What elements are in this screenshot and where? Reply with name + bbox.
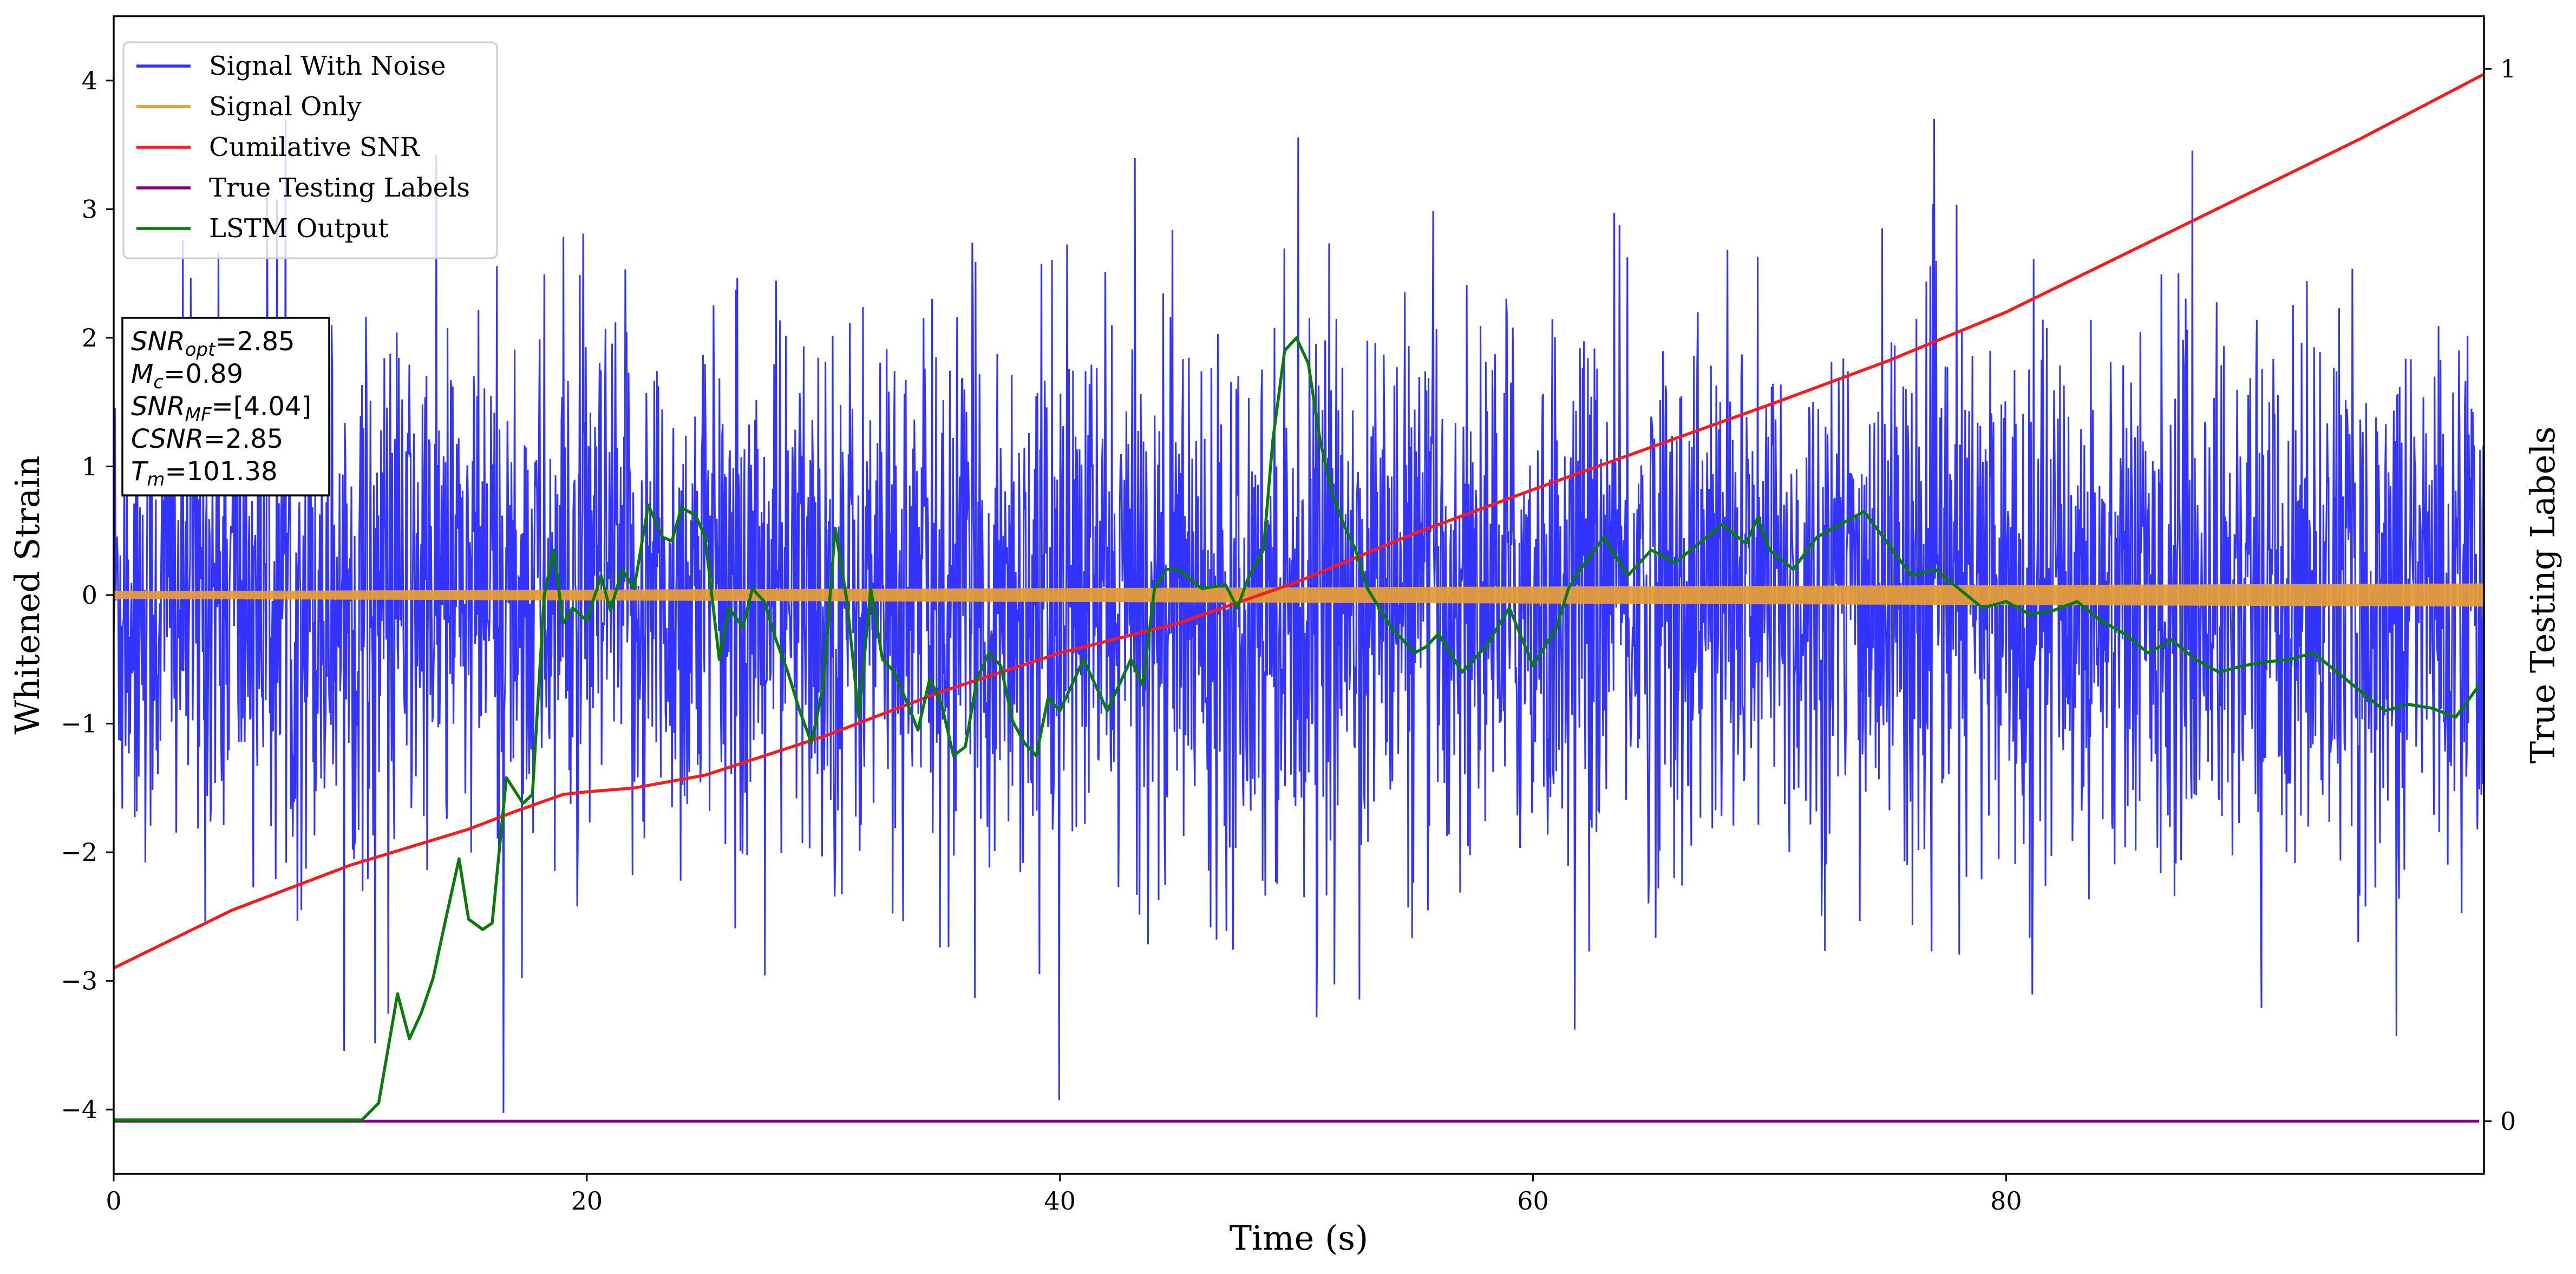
y-tick-label: 3	[82, 194, 97, 224]
right-y-axis-title: True Testing Labels	[2523, 427, 2562, 764]
x-tick-label: 60	[1517, 1186, 1549, 1216]
plot-area	[114, 73, 2484, 1123]
series-band-signal-only	[114, 583, 2484, 607]
info-line: SNRopt=2.85	[131, 326, 295, 361]
y-tick-label: 0	[82, 580, 97, 610]
y-tick-label: −3	[61, 966, 97, 996]
legend-frame	[122, 41, 498, 259]
y-tick-label: 2	[82, 323, 97, 352]
legend-label: Signal Only	[209, 92, 362, 122]
legend-label: True Testing Labels	[209, 173, 470, 203]
legend-label: Signal With Noise	[209, 51, 446, 81]
info-line: SNRMF=[4.04]	[131, 391, 311, 426]
legend-label: LSTM Output	[209, 213, 389, 244]
x-tick-label: 20	[571, 1186, 603, 1216]
right-y-tick-label: 1	[2500, 54, 2516, 83]
x-tick-label: 40	[1044, 1186, 1076, 1216]
series-line-cumilative-snr	[114, 73, 2484, 970]
y-tick-label: −2	[61, 838, 97, 867]
legend: Signal With Noise Signal Only Cumilative S…	[122, 41, 498, 259]
info-line: CSNR=2.85	[131, 424, 283, 454]
y-tick-label: −1	[61, 709, 97, 739]
series-line-lstm-output	[114, 336, 2481, 1121]
x-tick-label: 0	[106, 1186, 121, 1216]
y-tick-label: 4	[82, 66, 97, 95]
x-axis-title: Time (s)	[1230, 1218, 1369, 1258]
x-tick-label: 80	[1990, 1186, 2022, 1216]
y-tick-label: −4	[61, 1095, 97, 1124]
info-line: Mc=0.89	[131, 359, 243, 393]
legend-label: Cumilative SNR	[209, 132, 421, 162]
info-line: Tm=101.38	[131, 456, 278, 491]
right-y-tick-label: 0	[2500, 1107, 2516, 1136]
info-box-frame	[121, 317, 330, 496]
info-box: SNRopt=2.85Mc=0.89SNRMF=[4.04]CSNR=2.85T…	[121, 317, 330, 496]
y-tick-label: 1	[82, 452, 97, 481]
y-axis-title: Whitened Strain	[8, 456, 47, 735]
